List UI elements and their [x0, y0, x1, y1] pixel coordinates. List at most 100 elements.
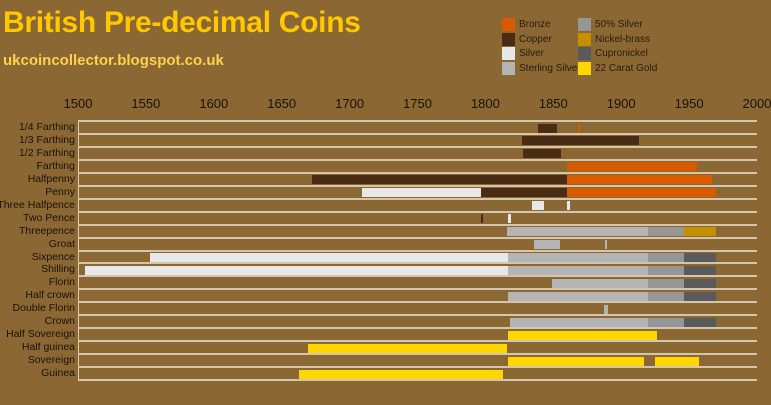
row-separator [78, 366, 757, 369]
coin-label: Florin [48, 276, 75, 289]
legend-item: Bronze [502, 18, 551, 31]
timeline-bar [508, 330, 657, 340]
legend-item: Cupronickel [578, 47, 648, 60]
timeline-bar [534, 240, 561, 250]
coin-label: Three Halfpence [0, 198, 75, 211]
coin-label: 1/2 Farthing [18, 146, 75, 159]
x-tick-label: 1650 [267, 96, 297, 111]
timeline-bar [648, 265, 684, 275]
timeline-bar [683, 227, 717, 237]
legend-label: 50% Silver [595, 19, 643, 30]
coin-label: Half crown [25, 289, 75, 302]
row-separator [78, 314, 757, 317]
timeline-bar [507, 227, 649, 237]
coin-label: Threepence [18, 224, 75, 237]
timeline-bar [655, 356, 699, 366]
coin-label: 1/4 Farthing [18, 121, 75, 133]
legend-item: Silver [502, 47, 544, 60]
row-separator [78, 132, 757, 135]
legend-item: Copper [502, 32, 552, 46]
legend-item: Nickel-brass [578, 32, 651, 46]
timeline-bar [538, 123, 558, 133]
timeline-bar [361, 188, 482, 198]
coin-label: Groat [48, 237, 75, 250]
timeline-bar [509, 317, 649, 327]
timeline-bar [604, 240, 607, 250]
x-tick-label: 1500 [63, 96, 93, 111]
legend-swatch [502, 47, 515, 60]
coin-label: Double Florin [12, 302, 75, 315]
chart-subtitle: ukcoincollector.blogspot.co.uk [3, 52, 224, 69]
legend-label: Sterling Silver [519, 62, 581, 74]
row-separator [78, 262, 757, 265]
timeline-bar [481, 214, 484, 224]
timeline-bar [683, 291, 717, 301]
timeline-bar [683, 265, 717, 275]
timeline-bar [566, 201, 570, 211]
timeline-bar [508, 356, 645, 366]
coin-label: Half guinea [21, 341, 75, 354]
coin-label: 1/3 Farthing [18, 133, 75, 146]
timeline-bar [648, 317, 684, 327]
legend-label: Silver [519, 48, 545, 59]
row-separator [78, 158, 757, 161]
row-separator [78, 223, 757, 226]
coin-label: Shilling [41, 263, 75, 276]
legend-label: Bronze [519, 19, 551, 30]
x-tick-label: 1850 [538, 96, 568, 111]
timeline-bar [551, 278, 649, 288]
row-separator [78, 184, 757, 187]
coin-label: Halfpenny [27, 172, 75, 185]
row-separator [78, 145, 757, 148]
timeline-bar [299, 369, 504, 379]
legend-swatch [502, 61, 515, 75]
timeline-bar [648, 278, 684, 288]
legend-swatch [502, 18, 515, 31]
timeline-bar [481, 188, 567, 198]
row-separator [78, 275, 757, 278]
row-separator [78, 197, 757, 200]
timeline-bar [683, 278, 717, 288]
x-tick-label: 1700 [335, 96, 365, 111]
row-separator [78, 249, 757, 252]
row-separator [78, 120, 757, 122]
timeline-bar [566, 188, 717, 198]
timeline-bar [508, 253, 649, 262]
coin-label: Farthing [36, 159, 75, 172]
timeline-bar [648, 227, 684, 237]
x-tick-label: 1750 [403, 96, 432, 111]
legend-label: Nickel-brass [595, 33, 651, 45]
legend: Bronze Copper Silver Sterling Silver 50% Sil… [502, 18, 682, 76]
row-separator [78, 171, 757, 174]
coin-label: Crown [44, 315, 75, 328]
coin-label: Penny [45, 185, 75, 198]
x-tick-label: 1950 [674, 96, 704, 111]
row-separator [78, 379, 757, 381]
legend-swatch [578, 32, 591, 46]
row-separator [78, 340, 757, 343]
timeline-bar [566, 175, 713, 185]
coin-label: Guinea [41, 367, 75, 380]
x-tick-label: 1600 [199, 96, 229, 111]
timeline-bar [683, 317, 717, 327]
timeline-bar [603, 304, 608, 314]
timeline-bar [531, 201, 544, 211]
row-separator [78, 288, 757, 291]
chart-title: British Pre-decimal Coins [3, 6, 361, 39]
legend-item: Sterling Silver [502, 61, 581, 75]
row-separator [78, 353, 757, 356]
timeline-bar [307, 343, 508, 353]
timeline-bar [508, 291, 649, 301]
timeline-bar [522, 136, 639, 146]
legend-item: 22 Carat Gold [578, 61, 658, 75]
legend-label: 22 Carat Gold [595, 62, 658, 74]
timeline-bar [648, 253, 684, 262]
coin-label: Two Pence [23, 211, 75, 224]
timeline-bar [566, 162, 698, 172]
timeline-bar [523, 149, 562, 159]
timeline-bar [84, 265, 509, 275]
legend-label: Copper [519, 33, 552, 45]
coin-label: Half Sovereign [6, 328, 75, 341]
x-tick-label: 1550 [131, 96, 161, 111]
legend-swatch [502, 32, 515, 46]
